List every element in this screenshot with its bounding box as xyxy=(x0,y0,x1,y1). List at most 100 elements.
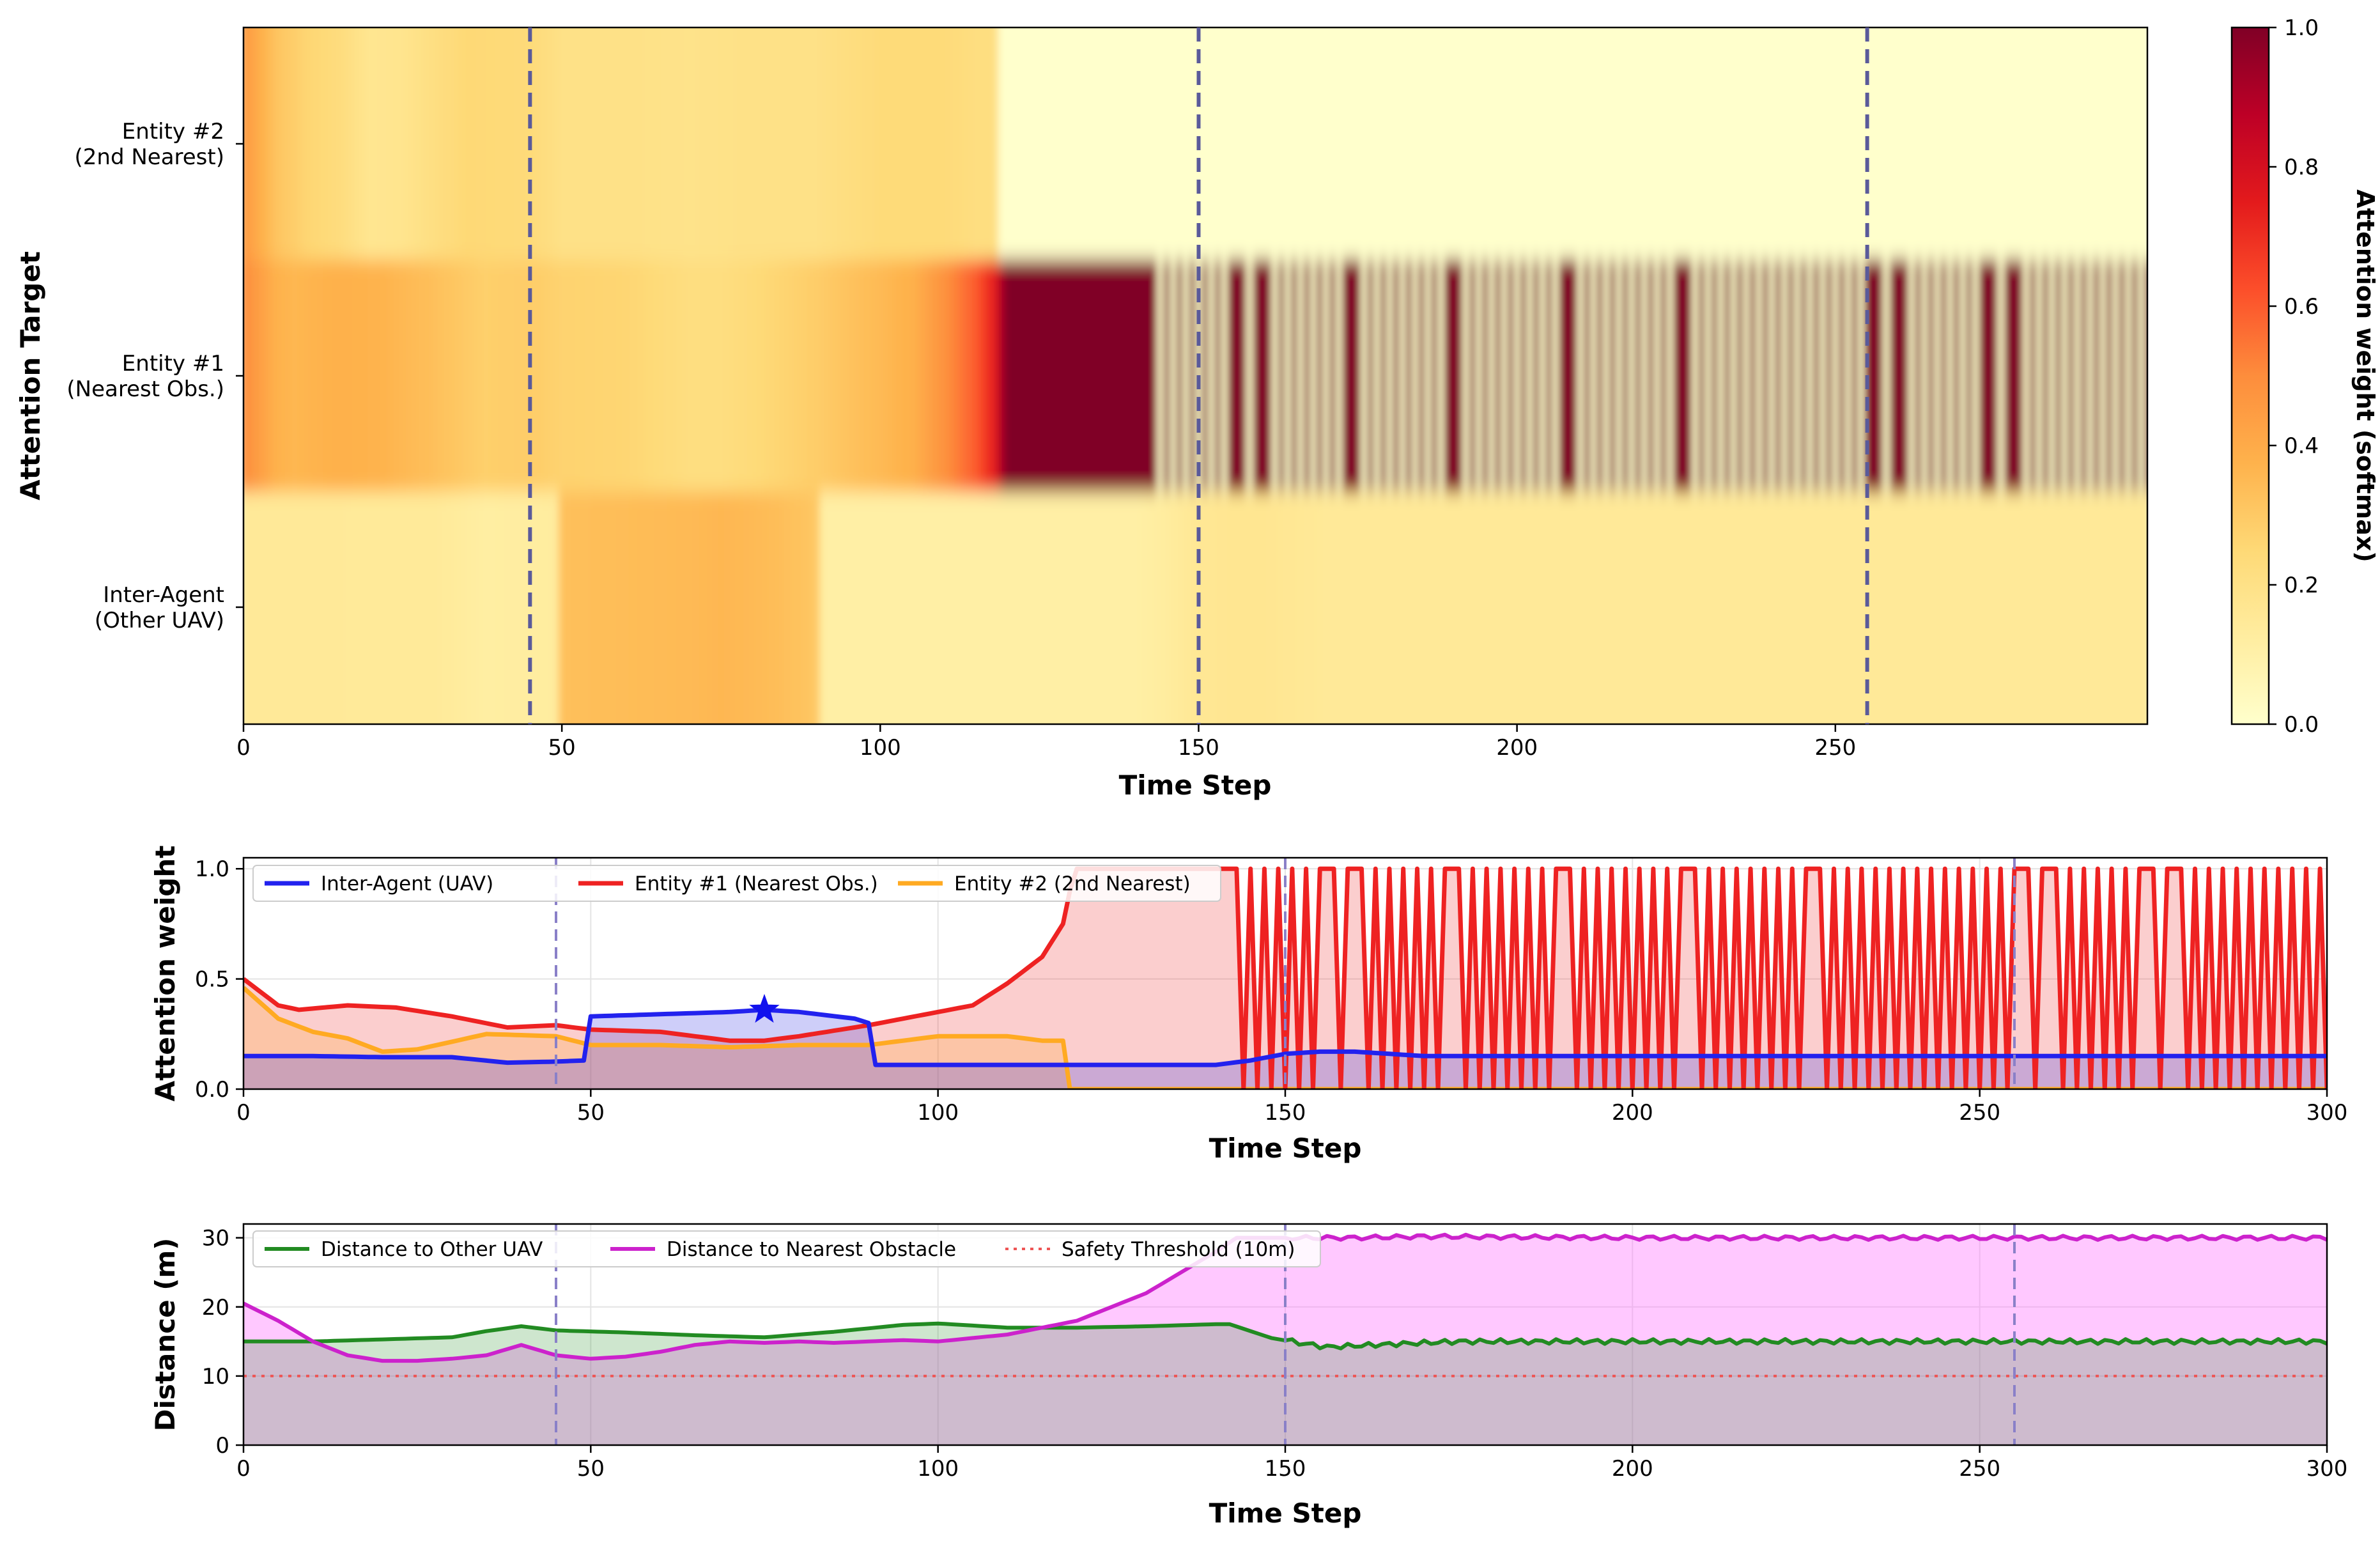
heatmap-cell xyxy=(934,492,941,724)
heatmap-panel: 0 50 100 150 200 250 Entity #2(2nd Nearest)En… xyxy=(15,26,2149,801)
heatmap-cell xyxy=(329,492,337,724)
heatmap-cell xyxy=(1520,259,1527,492)
heatmap-cell xyxy=(1997,27,2005,260)
heatmap-cell xyxy=(947,259,954,492)
heatmap-cell xyxy=(1386,27,1394,260)
heatmap-cell xyxy=(2042,259,2050,492)
heatmap-cell xyxy=(890,492,897,724)
heatmap-cell xyxy=(463,492,470,724)
heatmap-cell xyxy=(1596,27,1603,260)
heatmap-cell xyxy=(1997,259,2005,492)
heatmap-cell xyxy=(2125,492,2132,724)
heatmap-cell xyxy=(922,492,929,724)
heatmap-cell xyxy=(2112,259,2119,492)
heatmap-cell xyxy=(1246,492,1253,724)
heatmap-cell xyxy=(1354,27,1362,260)
heatmap-cell xyxy=(2080,259,2088,492)
heatmap-cell xyxy=(1704,492,1712,724)
heatmap-cell xyxy=(1736,27,1744,260)
heatmap-cell xyxy=(864,27,872,260)
heatmap-cell xyxy=(1118,27,1126,260)
heatmap-cell xyxy=(1844,259,1852,492)
heatmap-cell xyxy=(1399,27,1407,260)
heatmap-cell xyxy=(1915,27,1922,260)
heatmap-cell xyxy=(520,492,528,724)
heatmap-cell xyxy=(336,259,343,492)
heatmap-cell xyxy=(1481,492,1489,724)
heatmap-cell xyxy=(1182,27,1190,260)
heatmap-cell xyxy=(1049,259,1056,492)
heatmap-cell xyxy=(1781,27,1788,260)
heatmap-cell xyxy=(1469,492,1476,724)
heatmap-cell xyxy=(310,492,318,724)
heatmap-cell xyxy=(1322,259,1330,492)
heatmap-cell xyxy=(342,27,350,260)
heatmap-cell xyxy=(1609,259,1616,492)
heatmap-cell xyxy=(374,492,382,724)
heatmap-cell xyxy=(2112,492,2119,724)
distance-panel: 0 50 100 150 200 250 300 0 10 20 30 Distance to O… xyxy=(150,1223,2347,1529)
heatmap-cell xyxy=(1361,259,1368,492)
heatmap-cell xyxy=(1462,27,1470,260)
heatmap-cell xyxy=(1756,259,1763,492)
heatmap-cell xyxy=(355,492,362,724)
heatmap-cell xyxy=(998,492,1005,724)
heatmap-cell xyxy=(1584,492,1591,724)
heatmap-cell xyxy=(1017,492,1024,724)
heatmap-cell xyxy=(1634,259,1642,492)
heatmap-cell xyxy=(1329,259,1336,492)
heatmap-cell xyxy=(469,27,477,260)
heatmap-cell xyxy=(2061,259,2069,492)
heatmap-cell xyxy=(1488,492,1495,724)
heatmap-cell xyxy=(1832,492,1839,724)
heatmap-cell xyxy=(1150,27,1158,260)
heatmap-cell xyxy=(1692,259,1699,492)
heatmap-cell xyxy=(1883,259,1890,492)
heatmap-cell xyxy=(1940,492,1947,724)
heatmap-cell xyxy=(1335,259,1343,492)
heatmap-cell xyxy=(1456,492,1464,724)
heatmap-cell xyxy=(444,259,451,492)
heatmap-cell xyxy=(1698,259,1706,492)
heatmap-cell xyxy=(1284,492,1292,724)
heatmap-cell xyxy=(628,259,636,492)
heatmap-cell xyxy=(1876,27,1884,260)
y-tick-label: 1.0 xyxy=(195,856,229,882)
heatmap-cell xyxy=(1978,259,1986,492)
heatmap-cell xyxy=(1717,492,1725,724)
heatmap-cell xyxy=(444,492,451,724)
heatmap-cell xyxy=(450,259,458,492)
heatmap-cell xyxy=(1081,259,1088,492)
heatmap-cell xyxy=(1316,27,1324,260)
heatmap-cell xyxy=(1883,492,1890,724)
heatmap-cell xyxy=(1112,492,1120,724)
heatmap-cell xyxy=(1475,492,1483,724)
heatmap-cell xyxy=(1870,27,1878,260)
heatmap-cell xyxy=(584,492,591,724)
heatmap-cell xyxy=(1545,259,1553,492)
y-tick-label: 30 xyxy=(202,1226,229,1251)
heatmap-cell xyxy=(2061,27,2069,260)
heatmap-cell xyxy=(243,27,247,260)
heatmap-cell xyxy=(870,492,878,724)
heatmap-cell xyxy=(1118,259,1126,492)
heatmap-cell xyxy=(424,492,432,724)
heatmap-cell xyxy=(1253,259,1260,492)
heatmap-cell xyxy=(1832,27,1839,260)
heatmap-cell xyxy=(1577,27,1585,260)
heatmap-cell xyxy=(699,27,706,260)
y-tick-label: 0 xyxy=(215,1433,229,1459)
heatmap-cell xyxy=(1717,27,1725,260)
heatmap-cell xyxy=(1653,259,1661,492)
heatmap-cell xyxy=(475,492,483,724)
heatmap-cell xyxy=(915,27,922,260)
heatmap-cell xyxy=(705,492,713,724)
heatmap-cell xyxy=(1042,259,1050,492)
heatmap-cell xyxy=(724,27,731,260)
heatmap-cell xyxy=(406,27,413,260)
heatmap-cell xyxy=(1348,259,1356,492)
heatmap-cell xyxy=(387,492,394,724)
heatmap-cell xyxy=(1157,259,1164,492)
heatmap-cell xyxy=(1526,259,1534,492)
heatmap-cell xyxy=(1214,492,1222,724)
